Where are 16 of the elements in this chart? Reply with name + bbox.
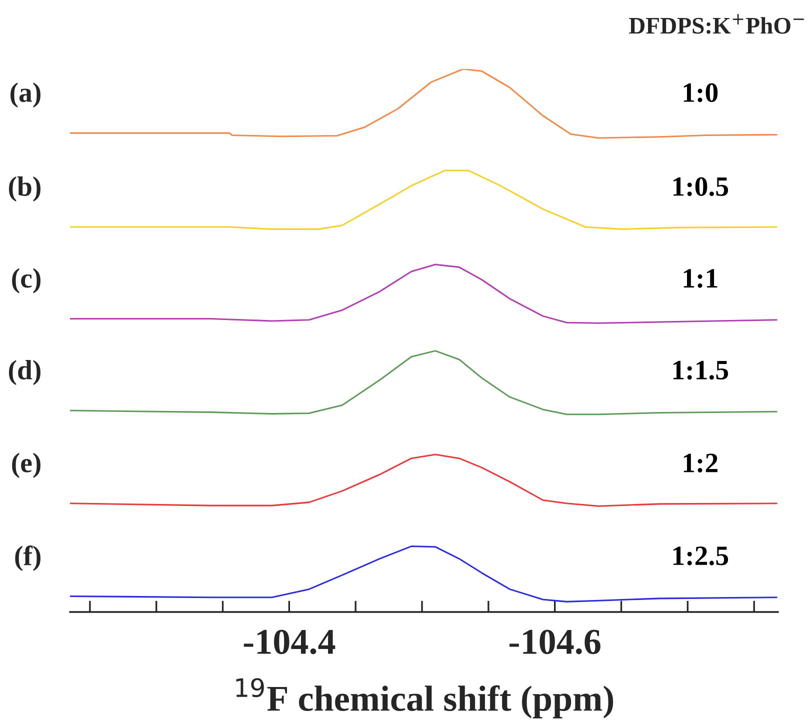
- series-label: 1:2: [684, 454, 718, 472]
- text: (a): [10, 82, 40, 108]
- x-tick-label: -104.6: [510, 630, 600, 654]
- series-label: 1:1: [684, 269, 718, 288]
- text: (e): [12, 452, 40, 478]
- series-label: 1:1.5: [673, 360, 728, 380]
- series-label: 1:2.5: [673, 546, 728, 566]
- text: (d): [8, 360, 40, 386]
- x-axis-title: $^{19}$F chemical shift (ppm): [236, 678, 614, 718]
- x-tick-label: -104.4: [244, 630, 336, 654]
- series-label: 1:0.5: [673, 177, 728, 196]
- text: (c): [12, 268, 40, 294]
- chart-title: DFDPS:K$^{+}$PhO$^{−}$: [629, 14, 804, 34]
- text: (b): [8, 176, 40, 202]
- text: (f): [15, 546, 40, 571]
- series-label: 1:0: [684, 83, 718, 102]
